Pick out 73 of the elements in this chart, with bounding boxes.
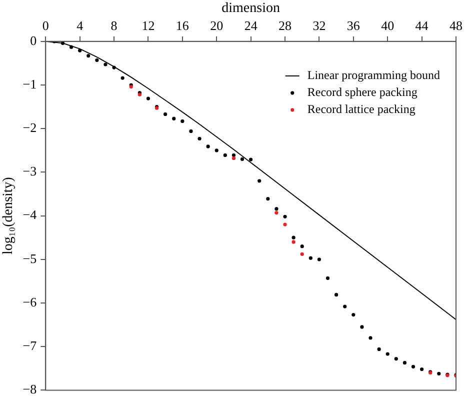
x-tick-label: 12: [142, 18, 155, 34]
x-tick-label: 16: [176, 18, 190, 34]
point: [240, 157, 244, 161]
y-tick-label: 0: [30, 32, 37, 48]
point: [198, 136, 202, 140]
point: [326, 276, 330, 280]
point: [300, 244, 304, 248]
x-tick-label: 20: [210, 18, 224, 34]
y-tick-label: −2: [22, 120, 37, 136]
point: [334, 292, 338, 297]
point: [420, 367, 424, 372]
point: [249, 158, 253, 162]
point: [386, 352, 390, 356]
legend-label: Record lattice packing: [307, 102, 416, 116]
point: [317, 258, 322, 262]
y-tick-label: −4: [22, 207, 38, 222]
point: [172, 116, 176, 120]
x-tick-label: 28: [278, 18, 292, 34]
point: [189, 129, 193, 134]
y-tick-label: −5: [22, 250, 37, 266]
point: [223, 153, 227, 157]
point: [60, 41, 65, 45]
point: [283, 222, 287, 226]
point: [69, 45, 74, 49]
point: [266, 196, 270, 201]
point: [292, 236, 296, 240]
point: [112, 66, 116, 70]
legend-label: Linear programming bound: [307, 68, 440, 82]
point: [300, 252, 304, 256]
point: [232, 156, 236, 160]
y-tick-label: −6: [22, 294, 38, 310]
x-tick-label: 40: [381, 18, 394, 34]
x-tick-label: 36: [346, 18, 360, 34]
x-axis-title: dimension: [222, 1, 280, 16]
point: [343, 304, 347, 308]
point: [360, 325, 364, 329]
point: [164, 112, 168, 116]
point: [214, 148, 218, 152]
point: [146, 96, 150, 100]
point: [308, 256, 312, 260]
y-tick-label: −3: [22, 164, 37, 179]
point: [352, 312, 356, 317]
x-tick-label: 24: [244, 18, 258, 34]
x-tick-label: 44: [415, 18, 429, 34]
point: [120, 76, 124, 80]
point: [292, 240, 296, 244]
point: [274, 207, 278, 211]
point: [283, 214, 287, 218]
x-tick-label: 32: [312, 18, 326, 34]
point: [394, 357, 398, 361]
point: [86, 54, 90, 58]
point: [104, 62, 108, 66]
legend-label: Record sphere packing: [307, 85, 418, 100]
point: [437, 372, 441, 376]
y-tick-label: −7: [22, 338, 38, 354]
x-tick-label: 8: [110, 18, 118, 34]
point: [377, 347, 381, 352]
point: [232, 153, 236, 157]
point: [180, 119, 184, 123]
point: [258, 179, 262, 183]
point: [411, 364, 416, 368]
y-tick-label: −8: [22, 382, 37, 397]
x-tick-label: 48: [450, 18, 462, 34]
point: [274, 210, 278, 215]
point: [95, 58, 99, 62]
point: [402, 360, 407, 365]
x-tick-label: 4: [76, 18, 84, 34]
y-axis-title: log₁₀(density): [1, 176, 16, 255]
point: [368, 336, 372, 340]
y-tick-label: −1: [22, 76, 37, 92]
x-tick-label: 0: [42, 18, 49, 34]
point: [206, 144, 210, 148]
point: [78, 48, 82, 52]
